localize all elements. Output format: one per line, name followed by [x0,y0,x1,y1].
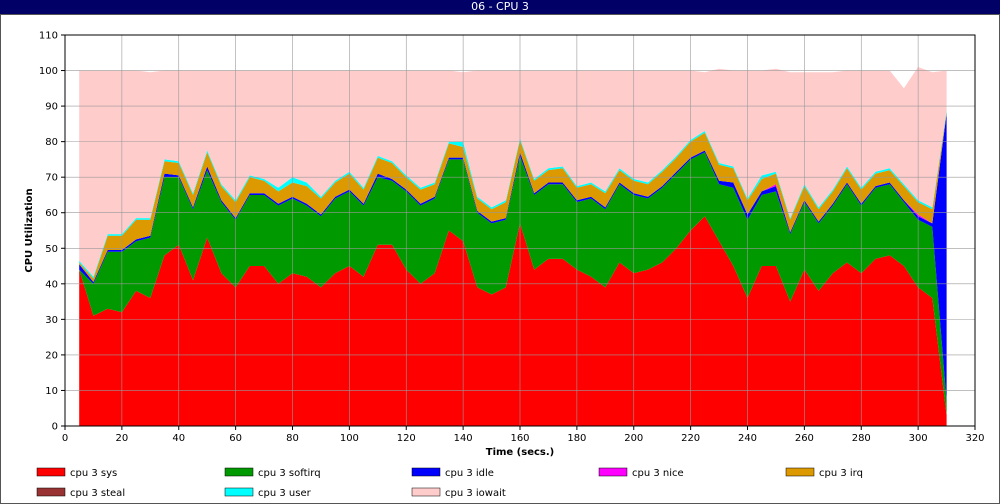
x-tick-label: 320 [965,433,984,444]
x-tick-label: 280 [852,433,871,444]
legend-label-cpu-3-iowait: cpu 3 iowait [445,488,506,499]
x-tick-label: 300 [909,433,928,444]
legend-swatch-cpu-3-softirq [224,467,254,477]
y-tick-label: 60 [45,208,58,219]
x-tick-label: 60 [229,433,242,444]
x-tick-label: 100 [340,433,359,444]
legend-label-cpu-3-sys: cpu 3 sys [70,468,117,479]
area-cpu-3-softirq [79,152,947,416]
y-axis-title: CPU Utilization [24,188,35,272]
window-title: 06 - CPU 3 [0,0,1000,14]
legend-label-cpu-3-softirq: cpu 3 softirq [258,468,321,479]
x-tick-label: 160 [510,433,529,444]
legend-label-cpu-3-steal: cpu 3 steal [70,488,125,499]
y-tick-label: 40 [45,279,58,290]
legend-swatch-cpu-3-steal [36,487,66,497]
y-tick-label: 90 [45,102,58,113]
legend-swatch-cpu-3-nice [598,467,628,477]
legend-label-cpu-3-user: cpu 3 user [258,488,312,499]
y-tick-label: 0 [52,422,58,433]
x-axis-title: Time (secs.) [486,447,555,458]
legend-swatch-cpu-3-user [224,487,254,497]
y-tick-label: 70 [45,173,58,184]
x-tick-label: 240 [738,433,757,444]
x-tick-label: 140 [454,433,473,444]
x-tick-label: 220 [681,433,700,444]
x-tick-label: 80 [286,433,299,444]
legend-swatch-cpu-3-idle [411,467,441,477]
x-tick-label: 40 [172,433,185,444]
y-tick-label: 20 [45,350,58,361]
legend-label-cpu-3-idle: cpu 3 idle [445,468,494,479]
x-tick-label: 0 [62,433,68,444]
cpu-utilization-chart: 0 10 20 30 40 50 60 70 80 90 100 110 0 20 40 60 80 100 120… [24,31,985,500]
legend-label-cpu-3-irq: cpu 3 irq [819,468,863,479]
y-tick-label: 50 [45,244,58,255]
legend-swatch-cpu-3-sys [36,467,66,477]
y-tick-label: 80 [45,137,58,148]
legend-label-cpu-3-nice: cpu 3 nice [632,468,684,479]
x-tick-label: 180 [567,433,586,444]
legend-swatch-cpu-3-irq [785,467,815,477]
legend-swatch-cpu-3-iowait [411,487,441,497]
area-cpu-3-sys [79,216,947,426]
area-cpu-3-idle [79,113,947,402]
y-tick-label: 100 [39,66,58,77]
y-tick-label: 10 [45,386,58,397]
x-tick-label: 120 [397,433,416,444]
x-tick-label: 20 [116,433,129,444]
x-tick-label: 260 [795,433,814,444]
y-tick-label: 30 [45,315,58,326]
x-tick-label: 200 [624,433,643,444]
y-tick-label: 110 [39,31,58,42]
area-cpu-3-iowait [79,67,947,277]
